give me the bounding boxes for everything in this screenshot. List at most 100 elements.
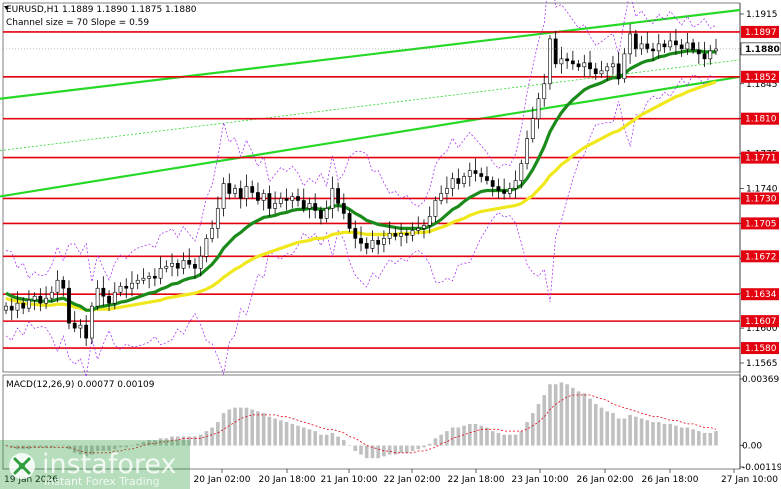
candle-body [187, 260, 192, 265]
macd-histogram-bar [130, 445, 134, 447]
candle [582, 54, 587, 77]
candle [473, 158, 478, 182]
candle-body [599, 70, 604, 75]
time-tick-label: 20 Jan 02:00 [194, 475, 251, 485]
candle-body [427, 216, 432, 226]
candle [27, 290, 31, 313]
price-tick-label: 1.1740 [746, 184, 778, 194]
macd-histogram-bar [279, 420, 283, 446]
candle-body [107, 295, 111, 304]
macd-histogram-bar [181, 436, 186, 446]
macd-histogram-bar [313, 431, 317, 446]
candle [576, 59, 581, 71]
candle [330, 176, 335, 219]
candle-body [141, 277, 146, 281]
candle [696, 41, 701, 64]
candle-body [89, 305, 94, 339]
candle-body [353, 228, 358, 239]
time-tick-label: 27 Jan 10:00 [721, 475, 778, 485]
candle [124, 278, 129, 299]
macd-histogram-bar [685, 427, 690, 446]
candle [95, 280, 100, 311]
candle-body [548, 38, 552, 85]
candle-body [78, 324, 83, 329]
candle [462, 172, 466, 188]
candle-body [301, 200, 306, 209]
macd-histogram-bar [55, 445, 60, 447]
candle-body [290, 196, 295, 201]
candle [290, 192, 295, 209]
candle [410, 222, 415, 242]
candle [633, 29, 638, 57]
candle [593, 62, 598, 80]
candle-body [49, 291, 54, 299]
candle [181, 252, 186, 275]
candle [55, 270, 60, 303]
candle-body [164, 265, 169, 269]
macd-histogram-bar [273, 418, 277, 446]
symbol-menu-icon[interactable] [4, 6, 9, 10]
candle [135, 274, 140, 290]
candle [364, 237, 369, 255]
candle [324, 200, 329, 223]
candle [370, 230, 375, 253]
candle [278, 192, 283, 208]
macd-histogram-bar [319, 434, 323, 446]
candle [301, 188, 306, 213]
candle-body [152, 275, 157, 279]
time-tick-label: 19 Jan 2026 [4, 475, 58, 485]
candle-body [570, 60, 575, 65]
candle-body [507, 188, 512, 194]
macd-histogram-bar [170, 436, 174, 446]
candle [170, 253, 174, 277]
macd-histogram-bar [296, 425, 300, 446]
macd-histogram-bar [124, 445, 129, 448]
candle [244, 174, 249, 207]
candle-body [227, 183, 232, 194]
macd-histogram-bar [513, 434, 518, 446]
candle-body [668, 40, 673, 48]
candle [656, 33, 661, 59]
candle-body [444, 188, 449, 194]
macd-histogram-bar [645, 420, 650, 446]
candle-body [221, 183, 226, 209]
candle [714, 38, 718, 55]
candle [404, 229, 409, 244]
candle [250, 180, 255, 199]
candle-body [485, 176, 489, 181]
candle-body [473, 170, 478, 174]
candle-body [588, 62, 592, 70]
candle-body [490, 180, 495, 187]
candle [61, 276, 66, 297]
candle [21, 297, 26, 315]
candle-body [181, 260, 186, 269]
channel-upper-line [0, 8, 741, 100]
candle [507, 182, 512, 198]
candle [141, 268, 146, 285]
candle-body [27, 299, 31, 309]
candle [467, 162, 472, 187]
candle-body [273, 203, 278, 209]
candle-body [645, 43, 650, 50]
macd-histogram-bar [445, 431, 449, 446]
candle [67, 280, 71, 330]
level-label-box [741, 288, 779, 301]
chart-symbol-header: EURUSD,H1 1.1889 1.1890 1.1875 1.1880 [6, 5, 197, 15]
macd-histogram-bar [519, 431, 524, 446]
candle [9, 298, 14, 321]
candle [112, 282, 117, 310]
candle [307, 197, 312, 219]
macd-histogram-bar [353, 445, 358, 451]
candle [387, 221, 392, 245]
macd-histogram-bar [118, 445, 123, 448]
candle [525, 130, 529, 170]
candle [439, 185, 444, 205]
candle-body [416, 228, 421, 231]
candle-body [616, 63, 621, 80]
candle [382, 230, 386, 253]
macd-histogram-bar [50, 445, 54, 448]
candle-body [118, 285, 123, 293]
macd-histogram-bar [433, 438, 438, 446]
candle-body [307, 203, 312, 209]
macd-histogram-bar [553, 384, 558, 446]
